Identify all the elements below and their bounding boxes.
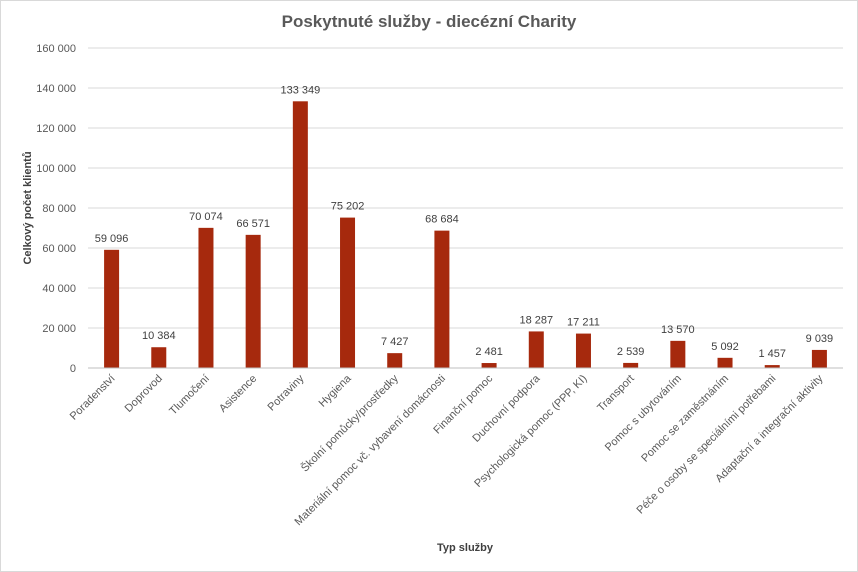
x-category-label: Asistence: [217, 373, 259, 415]
bar: [764, 365, 780, 368]
bar: [245, 234, 261, 368]
data-label: 9 039: [806, 333, 834, 345]
y-tick-label: 80 000: [42, 203, 76, 215]
data-label: 75 202: [331, 201, 365, 213]
y-tick-label: 60 000: [42, 243, 76, 255]
data-label: 68 684: [425, 214, 459, 226]
data-label: 133 349: [280, 84, 320, 96]
x-category-label: Tlumočení: [167, 373, 212, 418]
bars: [104, 101, 827, 368]
y-tick-label: 20 000: [42, 323, 76, 335]
data-label: 66 571: [236, 218, 270, 230]
x-category-label: Poradenství: [68, 373, 118, 423]
y-tick-label: 120 000: [36, 123, 76, 135]
bar: [104, 249, 120, 368]
x-axis-category-labels: Poradenství Doprovod Tlumočení Asistence Pot…: [68, 372, 826, 529]
bar: [387, 353, 403, 368]
data-label: 7 427: [381, 336, 409, 348]
y-tick-label: 160 000: [36, 43, 76, 55]
data-label: 13 570: [661, 324, 695, 336]
bar: [151, 347, 167, 368]
x-category-label: Hygiena: [317, 372, 355, 410]
gridlines: [88, 47, 843, 329]
chart-title: Poskytnuté služby - diecézní Charity: [282, 12, 577, 31]
data-label: 17 211: [567, 317, 600, 329]
x-category-label: Transport: [595, 373, 636, 414]
bar: [670, 340, 686, 368]
x-category-label: Školní pomůcky/prostředky: [298, 372, 401, 475]
y-tick-label: 100 000: [36, 163, 76, 175]
bar: [528, 331, 544, 368]
y-axis-title: Celkový počet klientů: [22, 151, 34, 264]
y-tick-label: 140 000: [36, 83, 76, 95]
x-category-label: Doprovod: [123, 373, 165, 415]
y-tick-label: 40 000: [42, 283, 76, 295]
data-label: 2 481: [475, 346, 503, 358]
bar: [575, 333, 591, 368]
bar: [292, 101, 308, 368]
bar: [198, 227, 214, 368]
data-label: 1 457: [758, 348, 786, 360]
bar: [340, 217, 356, 368]
bar: [811, 349, 827, 368]
y-tick-label: 0: [70, 363, 76, 375]
data-label: 2 539: [617, 346, 645, 358]
data-label: 70 074: [189, 211, 223, 223]
x-axis-title: Typ služby: [437, 542, 494, 554]
bar: [434, 230, 450, 368]
y-axis-ticks: 0 20 000 40 000 60 000 80 000 100 000 120 000 1…: [36, 43, 76, 375]
data-labels: 59 096 10 384 70 074 66 571 133 349 75 202 7 4…: [95, 84, 833, 360]
bar: [717, 357, 733, 368]
bar: [481, 363, 497, 368]
x-category-label: Pomoc se zaměstnáním: [639, 373, 731, 465]
data-label: 18 287: [519, 314, 553, 326]
bar: [623, 362, 639, 368]
data-label: 10 384: [142, 330, 176, 342]
data-label: 59 096: [95, 233, 129, 245]
x-category-label: Potraviny: [266, 372, 307, 413]
data-label: 5 092: [711, 341, 739, 353]
